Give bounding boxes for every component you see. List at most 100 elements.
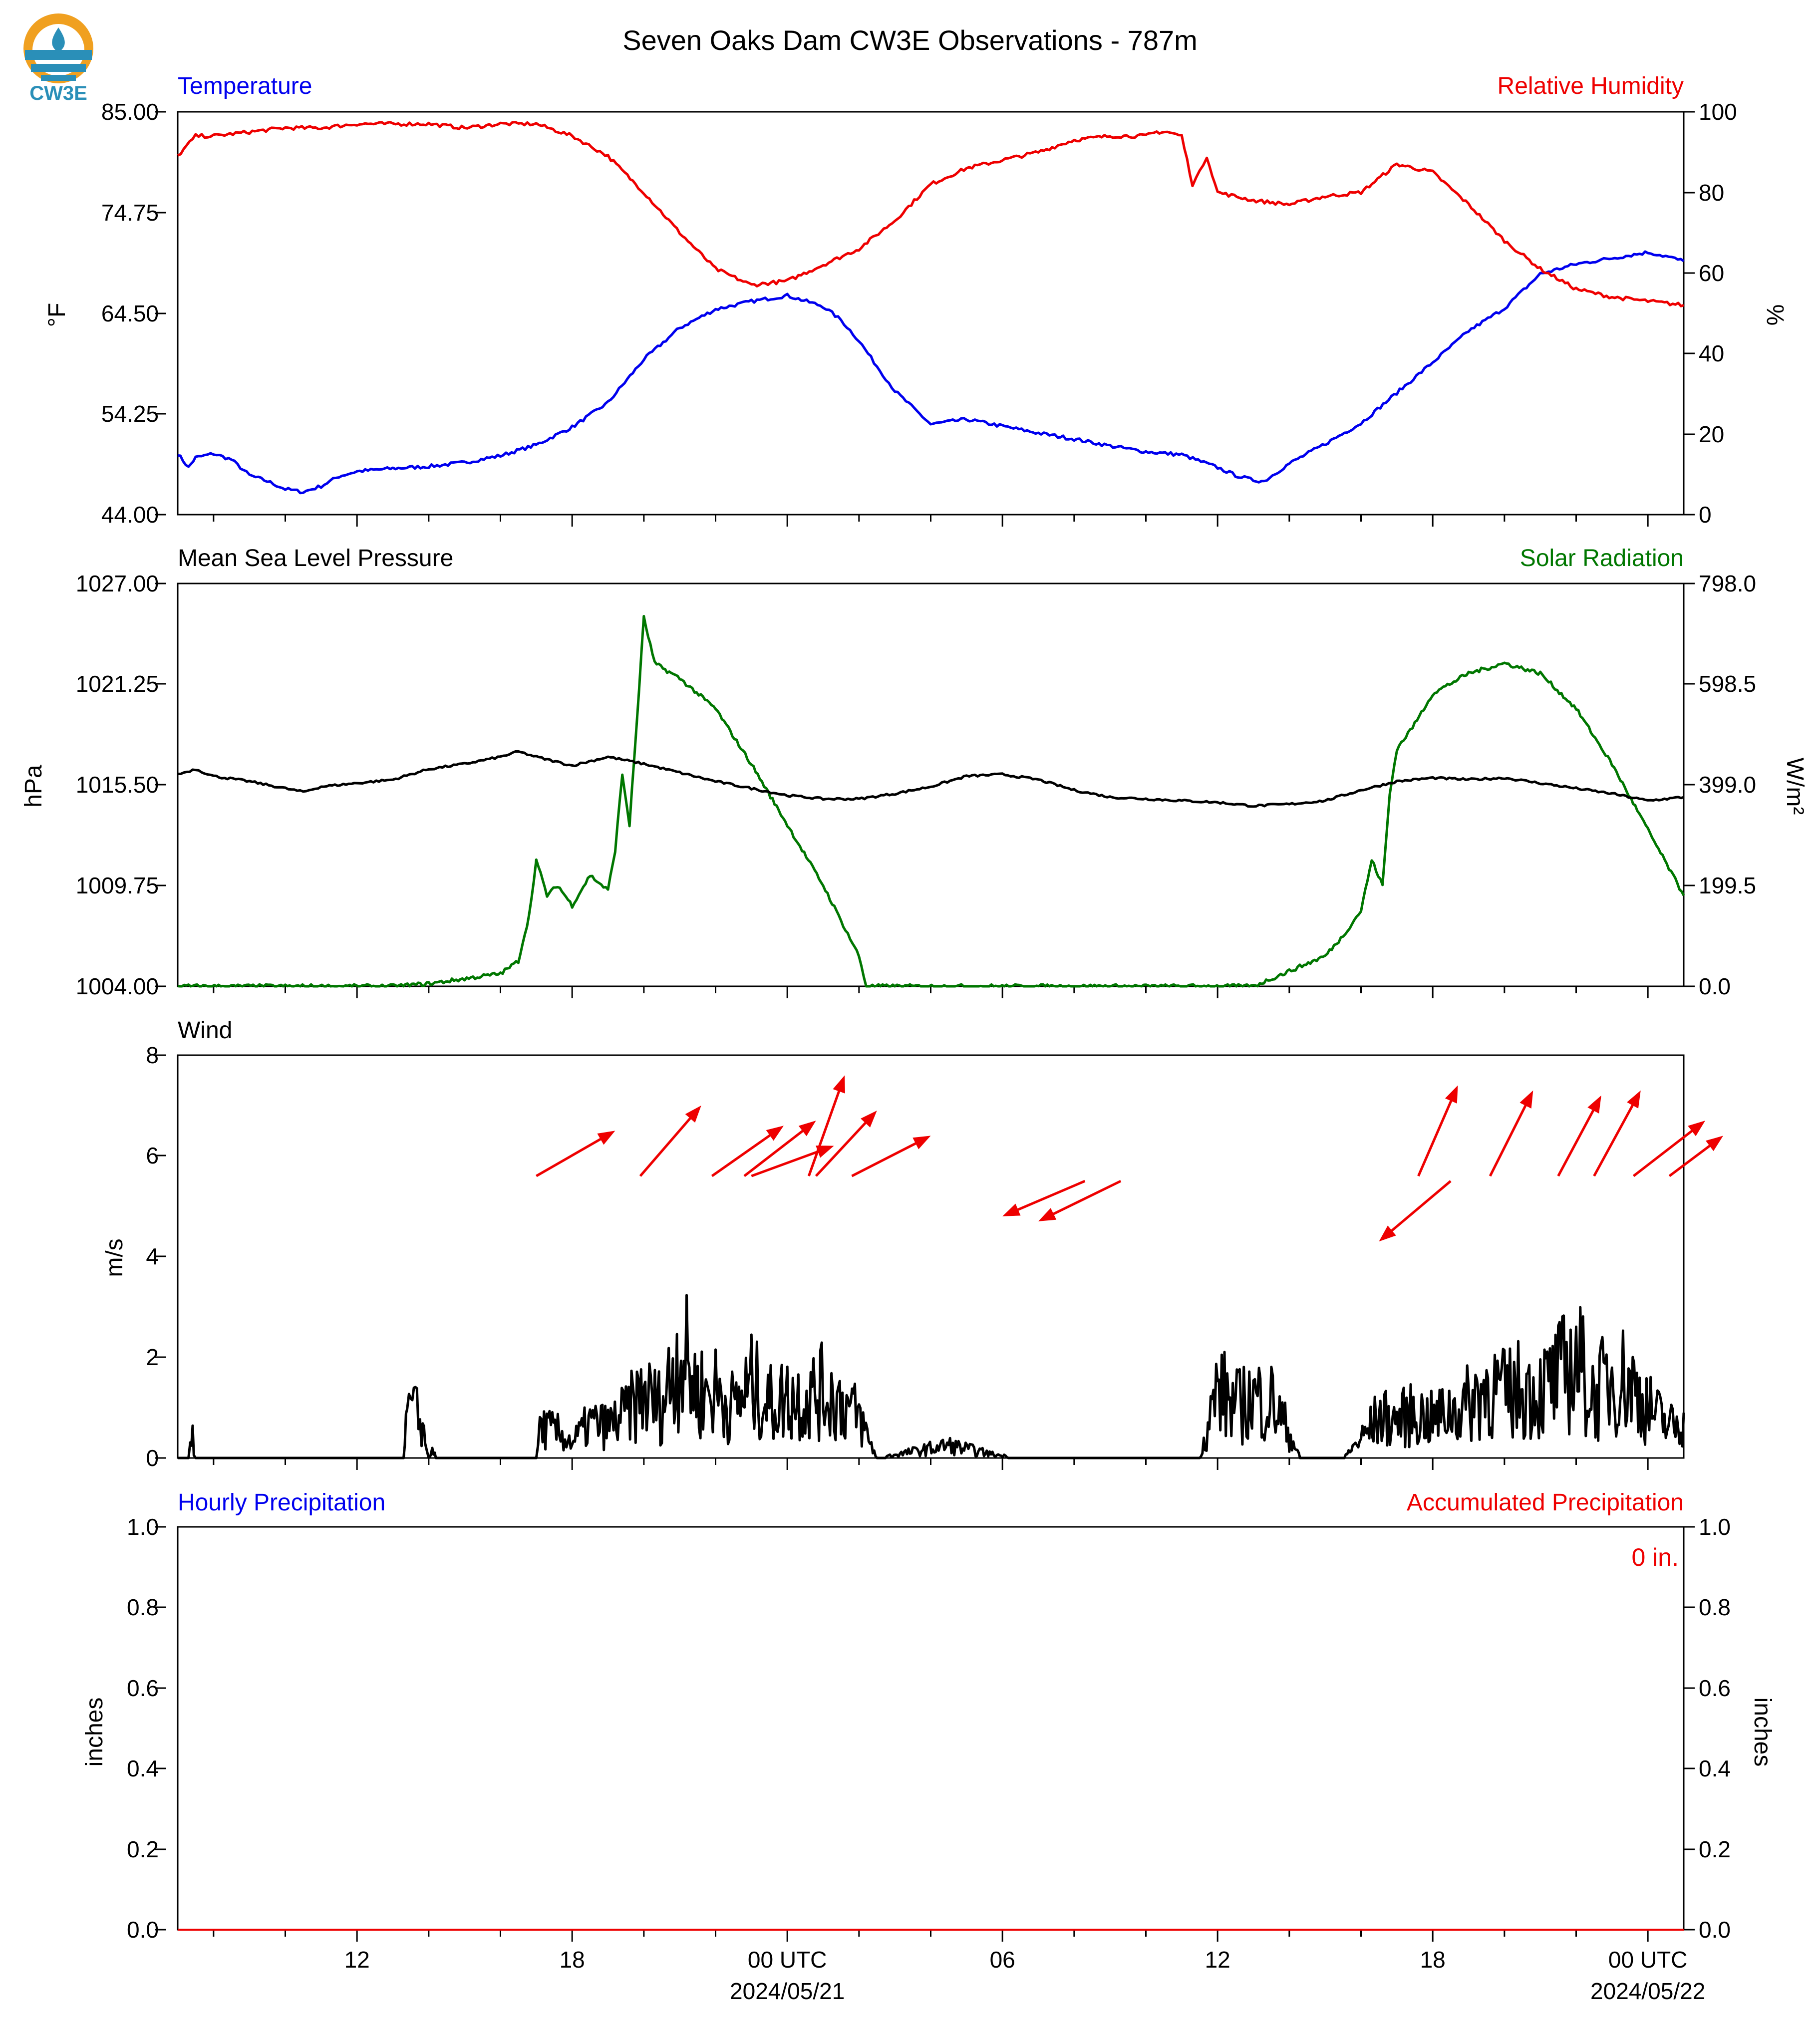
wind-unit: m/s [101, 1238, 128, 1277]
hourly-precip-title: Hourly Precipitation [178, 1489, 385, 1516]
wind-arrow [1557, 1095, 1601, 1177]
hourly-precip-ticks: 0.0 0.2 0.4 0.6 0.8 1.0 [127, 1514, 159, 1943]
wind-arrow [1379, 1180, 1452, 1242]
wind-arrow [1632, 1121, 1706, 1177]
accum-precip-total-label: 0 in. [1631, 1543, 1679, 1571]
humidity-y-ticks [1684, 111, 1695, 516]
wind-arrow [1489, 1090, 1533, 1177]
hourly-precip-tick-label: 0.6 [127, 1675, 159, 1701]
wind-y-ticks [155, 1054, 166, 1459]
solar-y-ticks [1684, 582, 1695, 987]
temperature-tick-label: 74.75 [101, 200, 159, 226]
wind-arrow [1002, 1179, 1086, 1216]
pressure-series-line [177, 750, 1684, 808]
solar-tick-label: 0.0 [1699, 973, 1731, 999]
x-tick-label: 18 [1420, 1947, 1446, 1973]
humidity-unit: % [1762, 304, 1788, 326]
accum-precip-tick-label: 0.2 [1699, 1836, 1731, 1862]
accum-precip-tick-label: 0.8 [1699, 1594, 1731, 1620]
hourly-precip-tick-label: 0.0 [127, 1917, 159, 1943]
x-date-label: 2024/05/21 [730, 1978, 845, 2004]
accum-precip-tick-label: 0.4 [1699, 1755, 1731, 1781]
wind-vector-arrows [536, 1075, 1724, 1242]
accum-precip-title: Accumulated Precipitation [1407, 1489, 1684, 1516]
solar-series-line [177, 615, 1685, 988]
time-axis-labels: 12 18 00 UTC 2024/05/21 06 12 18 00 UTC 2024/05/… [344, 1947, 1706, 2004]
x-date-label: 2024/05/22 [1590, 1978, 1705, 2004]
panel-temp-rh: Temperature Relative Humidity °F % 44.00… [44, 73, 1788, 528]
temperature-series-line [177, 250, 1685, 495]
hourly-precip-tick-label: 0.4 [127, 1755, 159, 1781]
panel3-x-ticks [213, 1458, 1649, 1470]
x-tick-label: 06 [990, 1947, 1015, 1973]
humidity-tick-label: 20 [1699, 421, 1724, 447]
pressure-tick-label: 1027.00 [76, 571, 159, 596]
temperature-tick-label: 64.50 [101, 300, 159, 326]
solar-title: Solar Radiation [1520, 545, 1684, 572]
wind-arrow [751, 1146, 834, 1177]
cw3e-logo: CW3E [23, 13, 93, 104]
panel2-x-ticks [213, 986, 1649, 998]
wind-arrow [1417, 1085, 1458, 1177]
logo-droplet-icon [52, 27, 65, 52]
humidity-series-line [177, 121, 1684, 307]
accum-precip-ticks: 0.0 0.2 0.4 0.6 0.8 1.0 [1699, 1514, 1731, 1943]
wind-speed-series-line [178, 1294, 1685, 1459]
wind-arrow [639, 1105, 701, 1177]
wind-arrow [1593, 1090, 1641, 1177]
panel-wind: Wind m/s 0 2 4 6 8 [101, 1017, 1724, 1471]
wind-arrow [711, 1126, 784, 1177]
hourly-precip-tick-label: 0.2 [127, 1836, 159, 1862]
wind-arrow [807, 1075, 845, 1176]
solar-tick-label: 598.5 [1699, 671, 1756, 697]
wind-arrow [743, 1121, 816, 1177]
humidity-tick-label: 80 [1699, 180, 1724, 206]
solar-tick-label: 399.0 [1699, 772, 1756, 798]
hourly-precip-tick-label: 1.0 [127, 1514, 159, 1540]
x-tick-label: 12 [1205, 1947, 1230, 1973]
temperature-title: Temperature [178, 73, 312, 99]
hourly-precip-tick-label: 0.8 [127, 1594, 159, 1620]
wind-arrow [1668, 1136, 1724, 1177]
pressure-tick-label: 1004.00 [76, 973, 159, 999]
pressure-tick-label: 1021.25 [76, 671, 159, 697]
x-tick-label: 12 [344, 1947, 370, 1973]
temperature-ticks: 44.00 54.25 64.50 74.75 85.00 [101, 99, 159, 528]
humidity-title: Relative Humidity [1498, 73, 1684, 99]
temperature-tick-label: 44.00 [101, 502, 159, 528]
wind-arrow [815, 1110, 877, 1177]
panel1-frame [177, 111, 1685, 516]
panel4-x-ticks [213, 1930, 1649, 1942]
x-tick-label: 18 [560, 1947, 585, 1973]
panel3-frame [177, 1054, 1685, 1459]
accum-precip-unit: inches [1749, 1698, 1776, 1767]
accum-precip-tick-label: 0.0 [1699, 1917, 1731, 1943]
solar-tick-label: 798.0 [1699, 571, 1756, 596]
wind-title: Wind [178, 1017, 232, 1044]
wind-arrow [851, 1136, 931, 1177]
pressure-tick-label: 1015.50 [76, 772, 159, 798]
logo-wave-bottom [41, 75, 76, 81]
humidity-tick-label: 0 [1699, 502, 1712, 528]
pressure-unit: hPa [20, 765, 47, 808]
hourly-precip-unit: inches [81, 1698, 108, 1767]
accum-precip-y-ticks [1684, 1526, 1695, 1931]
accum-precip-tick-label: 1.0 [1699, 1514, 1731, 1540]
pressure-y-ticks [155, 582, 166, 987]
logo-wave-middle [31, 64, 86, 72]
pressure-ticks: 1004.00 1009.75 1015.50 1021.25 1027.00 [76, 571, 159, 999]
x-tick-label: 00 UTC [748, 1947, 827, 1973]
humidity-tick-label: 40 [1699, 340, 1724, 366]
hourly-precip-y-ticks [155, 1526, 166, 1931]
logo-text: CW3E [29, 82, 87, 104]
temperature-unit: °F [44, 303, 70, 327]
temperature-tick-label: 85.00 [101, 99, 159, 125]
solar-unit: W/m² [1782, 758, 1808, 815]
logo-wave-top [25, 50, 92, 60]
humidity-ticks: 0 20 40 60 80 100 [1699, 99, 1737, 528]
solar-tick-label: 199.5 [1699, 872, 1756, 898]
temperature-tick-label: 54.25 [101, 401, 159, 427]
humidity-tick-label: 60 [1699, 260, 1724, 286]
